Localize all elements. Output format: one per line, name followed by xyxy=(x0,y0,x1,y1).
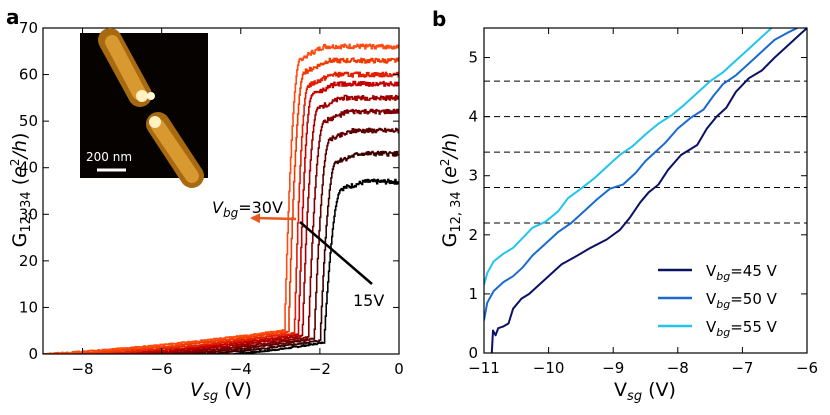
panel-a-series-line xyxy=(43,57,399,354)
panel-b-xtick-label: −8 xyxy=(667,359,689,377)
panel-b-series-line xyxy=(484,28,798,321)
panel-b-ylabel: G12, 34 (e2/h) xyxy=(438,133,464,248)
panel-b-series-line xyxy=(490,28,807,353)
legend: Vbg=45 V Vbg=50 V Vbg=55 V xyxy=(658,262,778,339)
panel-b-series-line xyxy=(484,28,773,286)
panel-a-ytick-label: 60 xyxy=(19,66,38,84)
inset-image: 200 nm xyxy=(80,28,208,188)
legend-label: Vbg=55 V xyxy=(706,318,778,339)
panel-a-ytick-label: 40 xyxy=(19,159,38,177)
panel-a-series-line xyxy=(43,71,399,354)
panel-a-xlabel: Vsg (V) xyxy=(190,379,252,404)
annotation-high: Vbg=30V xyxy=(212,198,283,220)
panel-b-ytick-label: 5 xyxy=(468,49,478,67)
panel-a-xtick-label: −2 xyxy=(309,360,331,378)
panel-b-ytick-label: 3 xyxy=(468,167,478,185)
panel-a-xtick-label: −4 xyxy=(230,360,252,378)
panel-b-ytick-label: 0 xyxy=(468,344,478,362)
panel-b-xtick-label: −10 xyxy=(533,359,565,377)
panel-a-series-line xyxy=(43,150,399,354)
arrow-tail xyxy=(299,221,373,285)
panel-a-ytick-label: 0 xyxy=(28,345,38,363)
scale-bar-label: 200 nm xyxy=(86,150,132,164)
panel-a-xtick-label: −6 xyxy=(151,360,173,378)
panel-b-ytick-label: 1 xyxy=(468,285,478,303)
panel-a-frame xyxy=(42,27,400,355)
panel-a-series-line xyxy=(43,108,399,354)
panel-a-ylabel: G12, 34 (e2/h) xyxy=(8,133,34,248)
panel-a-ytick-label: 70 xyxy=(19,19,38,37)
panel-b-frame xyxy=(483,27,808,354)
panel-a-series-line xyxy=(43,80,399,354)
panel-a: −8 −6 −4 −2 0 0 10 20 30 40 50 60 70 Vsg (V) G12, 3… xyxy=(8,19,404,404)
annotation-low: 15V xyxy=(353,291,384,310)
panel-b-ytick-label: 4 xyxy=(468,108,478,126)
panel-b-xtick-label: −9 xyxy=(602,359,624,377)
legend-label: Vbg=50 V xyxy=(706,290,778,311)
panel-b-label: b xyxy=(432,7,446,31)
increase-arrow xyxy=(250,213,297,224)
panel-a-series-line xyxy=(43,94,399,354)
panel-b-xtick-label: −7 xyxy=(731,359,753,377)
nanowire-lower xyxy=(146,112,204,188)
legend-label: Vbg=45 V xyxy=(706,262,778,283)
panel-b-xtick-label: −11 xyxy=(468,359,500,377)
panel-a-ytick-label: 20 xyxy=(19,252,38,270)
panel-b-ytick-label: 2 xyxy=(468,226,478,244)
panel-a-series-line xyxy=(43,43,399,354)
panel-a-ytick-label: 50 xyxy=(19,112,38,130)
panel-a-xtick-label: −8 xyxy=(71,360,93,378)
panel-a-series-line xyxy=(43,178,399,354)
panel-a-series-line xyxy=(43,127,399,354)
panel-a-ytick-label: 10 xyxy=(19,298,38,316)
panel-a-label: a xyxy=(6,5,20,29)
panel-a-ytick-label: 30 xyxy=(19,205,38,223)
nanowire-upper xyxy=(98,28,155,107)
panel-b-xtick-label: −6 xyxy=(796,359,818,377)
panel-b: −11 −10 −9 −8 −7 −6 0 1 2 3 4 5 Vsg (V) G12, 34 (e… xyxy=(438,27,818,404)
panel-b-xlabel: Vsg (V) xyxy=(614,379,676,404)
panel-a-xtick-label: 0 xyxy=(394,360,404,378)
